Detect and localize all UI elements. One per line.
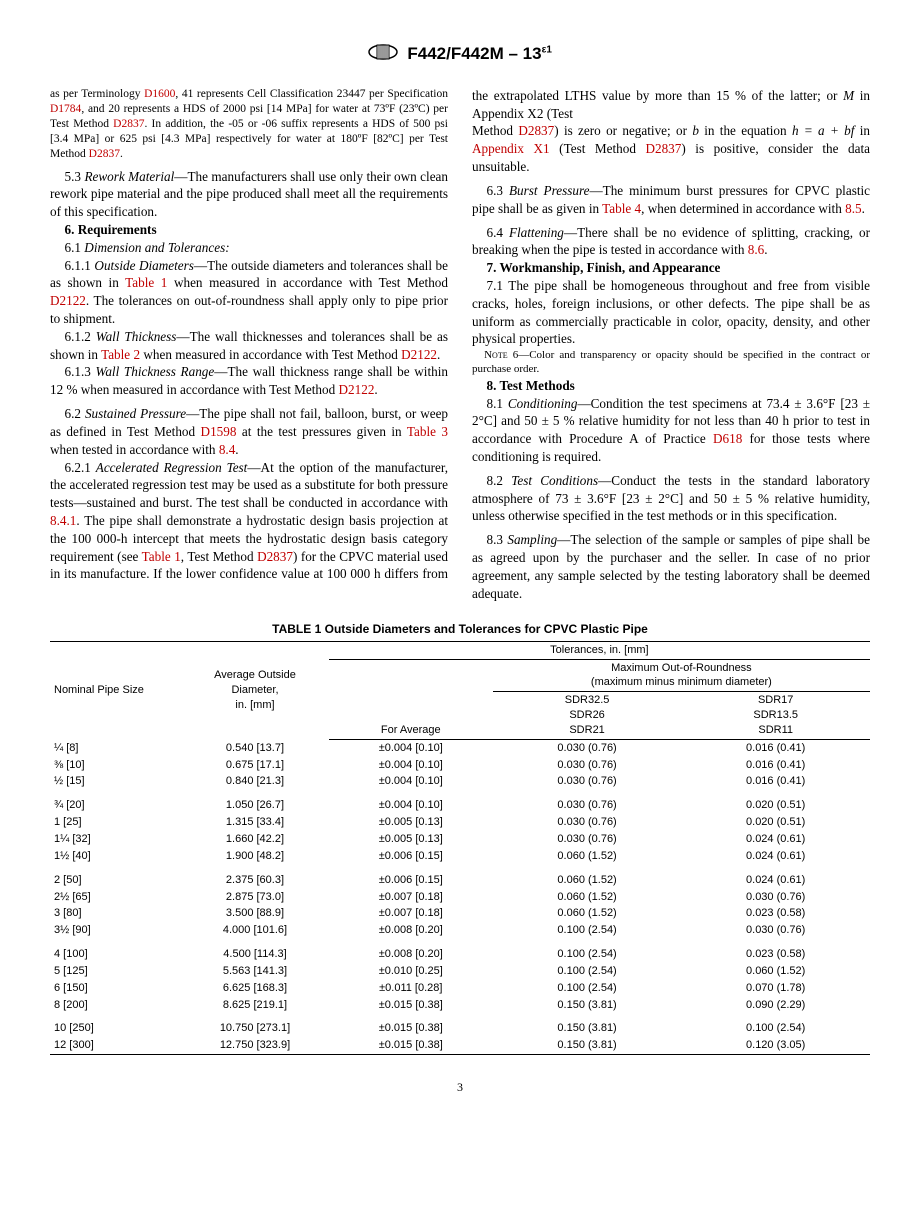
ref-d2122-3: D2122 — [339, 382, 375, 397]
para-6-2: 6.2 Sustained Pressure—The pipe shall no… — [50, 405, 448, 458]
page-header: F442/F442M – 13ε1 — [50, 40, 870, 69]
table-row: ½ [15]0.840 [21.3]±0.004 [0.10]0.030 (0.… — [50, 773, 870, 790]
ref-8-6: 8.6 — [748, 242, 764, 257]
th-tolerances: Tolerances, in. [mm] — [329, 641, 870, 659]
ref-d2122-2: D2122 — [401, 347, 437, 362]
ref-table2: Table 2 — [101, 347, 140, 362]
table-row: 1¼ [32]1.660 [42.2]±0.005 [0.13]0.030 (0… — [50, 831, 870, 848]
table-1: TABLE 1 Outside Diameters and Tolerances… — [50, 621, 870, 1056]
th-sdr-a: SDR32.5SDR26SDR21 — [493, 692, 682, 740]
designation-title: F442/F442M – 13ε1 — [407, 43, 552, 66]
table-row: 10 [250]10.750 [273.1]±0.015 [0.38]0.150… — [50, 1013, 870, 1037]
ref-d1600: D1600 — [144, 88, 175, 100]
table-row: ¾ [20]1.050 [26.7]±0.004 [0.10]0.030 (0.… — [50, 790, 870, 814]
para-8-2: 8.2 Test Conditions—Conduct the tests in… — [472, 472, 870, 525]
ref-8-5: 8.5 — [845, 201, 861, 216]
section-8: 8. Test Methods — [472, 377, 870, 395]
para-5-3: 5.3 Rework Material—The manufacturers sh… — [50, 168, 448, 221]
table-row: 6 [150]6.625 [168.3]±0.011 [0.28]0.100 (… — [50, 980, 870, 997]
para-6-4: 6.4 Flattening—There shall be no evidenc… — [472, 224, 870, 260]
ref-d2837-5: D2837 — [645, 141, 681, 156]
ref-d2837-1: D2837 — [113, 118, 144, 130]
table-row: 4 [100]4.500 [114.3]±0.008 [0.20]0.100 (… — [50, 939, 870, 963]
para-8-1: 8.1 Conditioning—Condition the test spec… — [472, 395, 870, 466]
ref-d2837-3: D2837 — [257, 549, 293, 564]
para-6-1-2: 6.1.2 Wall Thickness—The wall thicknesse… — [50, 328, 448, 364]
ref-8-4: 8.4 — [219, 442, 235, 457]
th-nominal: Nominal Pipe Size — [50, 641, 181, 739]
table-row: 1½ [40]1.900 [48.2]±0.006 [0.15]0.060 (1… — [50, 848, 870, 865]
section-7: 7. Workmanship, Finish, and Appearance — [472, 259, 870, 277]
para-6-3: 6.3 Burst Pressure—The minimum burst pre… — [472, 182, 870, 218]
para-7-1: 7.1 The pipe shall be homogeneous throug… — [472, 277, 870, 348]
page-number: 3 — [50, 1079, 870, 1095]
ref-d1784: D1784 — [50, 103, 81, 115]
ref-d2837-2: D2837 — [89, 148, 120, 160]
para-8-3: 8.3 Sampling—The selection of the sample… — [472, 531, 870, 602]
table-row: 5 [125]5.563 [141.3]±0.010 [0.25]0.100 (… — [50, 963, 870, 980]
ref-d2122-1: D2122 — [50, 293, 86, 308]
ref-table3: Table 3 — [407, 424, 448, 439]
para-6-2-1-cont: Method D2837) is zero or negative; or b … — [472, 122, 870, 175]
table-row: 12 [300]12.750 [323.9]±0.015 [0.38]0.150… — [50, 1037, 870, 1054]
th-for-average: For Average — [329, 659, 493, 739]
th-max-oor: Maximum Out-of-Roundness(maximum minus m… — [493, 659, 870, 692]
table-row: ¼ [8]0.540 [13.7]±0.004 [0.10]0.030 (0.7… — [50, 739, 870, 756]
para-6-1-3: 6.1.3 Wall Thickness Range—The wall thic… — [50, 363, 448, 399]
astm-logo — [368, 40, 398, 69]
para-6-1-1: 6.1.1 Outside Diameters—The outside diam… — [50, 257, 448, 328]
body-columns: as per Terminology D1600, 41 represents … — [50, 87, 870, 603]
section-6: 6. Requirements — [50, 221, 448, 239]
table-row: 2½ [65]2.875 [73.0]±0.007 [0.18]0.060 (1… — [50, 889, 870, 906]
table-row: 8 [200]8.625 [219.1]±0.015 [0.38]0.150 (… — [50, 997, 870, 1014]
table-row: 3 [80]3.500 [88.9]±0.007 [0.18]0.060 (1.… — [50, 905, 870, 922]
table-row: 2 [50]2.375 [60.3]±0.006 [0.15]0.060 (1.… — [50, 865, 870, 889]
th-sdr-b: SDR17SDR13.5SDR11 — [681, 692, 870, 740]
table-row: 3½ [90]4.000 [101.6]±0.008 [0.20]0.100 (… — [50, 922, 870, 939]
ref-table1: Table 1 — [125, 275, 167, 290]
ref-table1-b: Table 1 — [142, 549, 181, 564]
table-body: ¼ [8]0.540 [13.7]±0.004 [0.10]0.030 (0.7… — [50, 739, 870, 1054]
ref-appendix-x1: Appendix X1 — [472, 141, 550, 156]
ref-d1598: D1598 — [201, 424, 237, 439]
ref-8-4-1: 8.4.1 — [50, 513, 76, 528]
th-avg: Average OutsideDiameter,in. [mm] — [181, 641, 329, 739]
ref-d618: D618 — [713, 431, 742, 446]
table-title: TABLE 1 Outside Diameters and Tolerances… — [50, 621, 870, 637]
note-6: Note 6—Color and transparency or opacity… — [472, 348, 870, 377]
table-row: 1 [25]1.315 [33.4]±0.005 [0.13]0.030 (0.… — [50, 814, 870, 831]
ref-table4: Table 4 — [602, 201, 641, 216]
intro-note: as per Terminology D1600, 41 represents … — [50, 87, 448, 162]
ref-d2837-4: D2837 — [518, 123, 554, 138]
para-6-1: 6.1 Dimension and Tolerances: — [50, 239, 448, 257]
table-row: ⅜ [10]0.675 [17.1]±0.004 [0.10]0.030 (0.… — [50, 757, 870, 774]
